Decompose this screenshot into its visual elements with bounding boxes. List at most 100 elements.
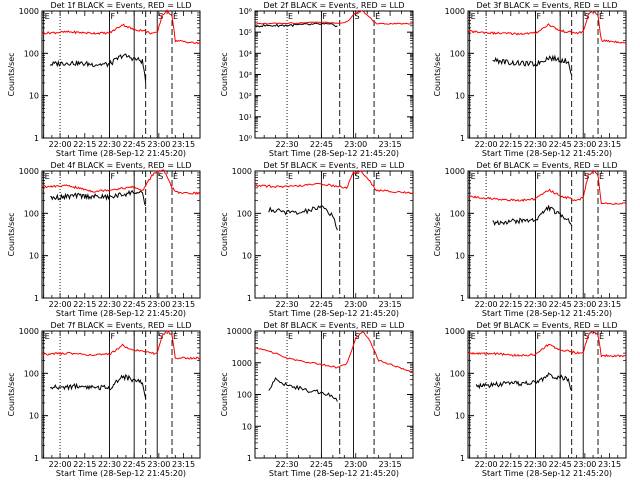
x-tick-label: 23:15 xyxy=(598,300,621,309)
chart-title: Det 5f BLACK = Events, RED = LLD xyxy=(263,161,404,170)
x-tick-label: 22:45 xyxy=(123,460,146,469)
x-tick-label: 23:00 xyxy=(147,300,170,309)
x-tick-label: 23:00 xyxy=(147,140,170,149)
plot-frame xyxy=(467,330,627,459)
x-axis-label: Start Time (28-Sep-12 21:45:20) xyxy=(269,469,399,478)
x-tick-label: 22:30 xyxy=(98,140,121,149)
x-tick-label: 22:45 xyxy=(549,460,572,469)
y-tick-label: 10 xyxy=(29,252,39,261)
chart-panel: Det 8f BLACK = Events, RED = LLD 1 10 100 10… xyxy=(213,320,426,480)
y-tick-label: 1000 xyxy=(19,7,39,16)
chart-svg: Det 8f BLACK = Events, RED = LLD 1 10 100 10… xyxy=(220,321,414,478)
x-tick-label: 22:00 xyxy=(475,140,498,149)
event-marker-label: E xyxy=(599,332,604,341)
x-tick-label: 23:00 xyxy=(573,460,596,469)
x-axis-label: Start Time (28-Sep-12 21:45:20) xyxy=(482,149,612,158)
y-tick-label: 1000 xyxy=(19,327,39,336)
lld-series-line xyxy=(254,331,414,373)
x-tick-label: 22:00 xyxy=(475,300,498,309)
x-tick-label: 23:15 xyxy=(379,460,402,469)
y-tick-label: 10 xyxy=(455,412,465,421)
x-tick-label: 22:30 xyxy=(98,300,121,309)
lld-series-line xyxy=(467,169,627,205)
lld-series-line xyxy=(254,170,414,195)
y-tick-label: 100 xyxy=(450,369,465,378)
event-marker-label: E xyxy=(375,172,380,181)
y-axis-label: Counts/sec xyxy=(7,212,16,256)
y-axis-label: Counts/sec xyxy=(220,52,229,96)
event-marker-label: F xyxy=(322,332,327,341)
event-marker-label: E xyxy=(45,332,50,341)
y-tick-label: 1 xyxy=(247,454,252,463)
y-tick-label: 1 xyxy=(460,294,465,303)
y-tick-label: 10 xyxy=(455,92,465,101)
plot-frame xyxy=(41,330,201,459)
event-marker-label: E xyxy=(288,332,293,341)
chart-svg: Det 1f BLACK = Events, RED = LLD 1 10 100 10… xyxy=(7,1,201,158)
lld-series-line xyxy=(42,330,201,360)
event-marker-label: F xyxy=(536,12,541,21)
chart-panel: Det 4f BLACK = Events, RED = LLD 1 10 100 10… xyxy=(0,160,213,320)
plot-frame xyxy=(254,10,414,139)
plot-frame xyxy=(41,170,201,299)
events-series-line xyxy=(50,189,147,207)
events-series-line xyxy=(268,204,338,231)
chart-svg: Det 2f BLACK = Events, RED = LLD 10⁰ 10¹ 10… xyxy=(220,1,414,158)
y-tick-label: 10² xyxy=(239,92,252,101)
y-tick-label: 1000 xyxy=(445,7,465,16)
x-tick-label: 22:15 xyxy=(73,460,96,469)
x-tick-label: 22:00 xyxy=(49,300,72,309)
x-tick-label: 22:45 xyxy=(123,300,146,309)
chart-svg: Det 6f BLACK = Events, RED = LLD 1 10 100 10… xyxy=(433,161,627,318)
x-tick-label: 22:30 xyxy=(524,140,547,149)
plot-frame xyxy=(467,170,627,299)
y-tick-label: 1 xyxy=(34,294,39,303)
plot-frame xyxy=(41,10,201,139)
y-axis-label: Counts/sec xyxy=(220,212,229,256)
x-axis-label: Start Time (28-Sep-12 21:45:20) xyxy=(269,149,399,158)
chart-panel: Det 1f BLACK = Events, RED = LLD 1 10 100 10… xyxy=(0,0,213,160)
y-tick-label: 100 xyxy=(237,209,252,218)
event-marker-label: E xyxy=(288,172,293,181)
events-series-line xyxy=(254,22,338,28)
y-tick-label: 1000 xyxy=(232,359,252,368)
x-tick-label: 22:00 xyxy=(49,460,72,469)
x-tick-label: 23:00 xyxy=(147,460,170,469)
x-tick-label: 22:30 xyxy=(524,300,547,309)
x-tick-label: 22:15 xyxy=(499,140,522,149)
y-axis-label: Counts/sec xyxy=(433,372,442,416)
event-marker-label: F xyxy=(322,172,327,181)
event-marker-label: S xyxy=(158,332,163,341)
event-marker-label: E xyxy=(375,332,380,341)
x-tick-label: 22:30 xyxy=(524,460,547,469)
event-marker-label: E xyxy=(471,12,476,21)
x-tick-label: 22:30 xyxy=(276,460,299,469)
x-tick-label: 22:30 xyxy=(276,140,299,149)
chart-svg: Det 5f BLACK = Events, RED = LLD 1 10 100 10… xyxy=(220,161,414,318)
x-tick-label: 23:00 xyxy=(344,460,367,469)
y-tick-label: 100 xyxy=(450,49,465,58)
plot-frame xyxy=(254,170,414,299)
event-marker-label: F xyxy=(110,12,115,21)
event-marker-label: F xyxy=(322,12,327,21)
y-tick-label: 100 xyxy=(24,209,39,218)
events-series-line xyxy=(492,205,573,227)
event-marker-label: E xyxy=(471,332,476,341)
plot-frame xyxy=(467,10,627,139)
x-axis-label: Start Time (28-Sep-12 21:45:20) xyxy=(482,309,612,318)
x-tick-label: 23:00 xyxy=(573,300,596,309)
y-axis-label: Counts/sec xyxy=(433,52,442,96)
chart-svg: Det 9f BLACK = Events, RED = LLD 1 10 100 10… xyxy=(433,321,627,478)
chart-panel: Det 6f BLACK = Events, RED = LLD 1 10 100 10… xyxy=(426,160,639,320)
y-tick-label: 10 xyxy=(242,252,252,261)
chart-panel: Det 7f BLACK = Events, RED = LLD 1 10 100 10… xyxy=(0,320,213,480)
event-marker-label: E xyxy=(599,12,604,21)
chart-panel: Det 5f BLACK = Events, RED = LLD 1 10 100 10… xyxy=(213,160,426,320)
x-axis-label: Start Time (28-Sep-12 21:45:20) xyxy=(482,469,612,478)
y-tick-label: 10⁰ xyxy=(239,134,252,143)
event-marker-label: F xyxy=(536,332,541,341)
x-tick-label: 22:45 xyxy=(123,140,146,149)
y-tick-label: 10⁶ xyxy=(239,7,252,16)
events-series-line xyxy=(492,54,573,76)
